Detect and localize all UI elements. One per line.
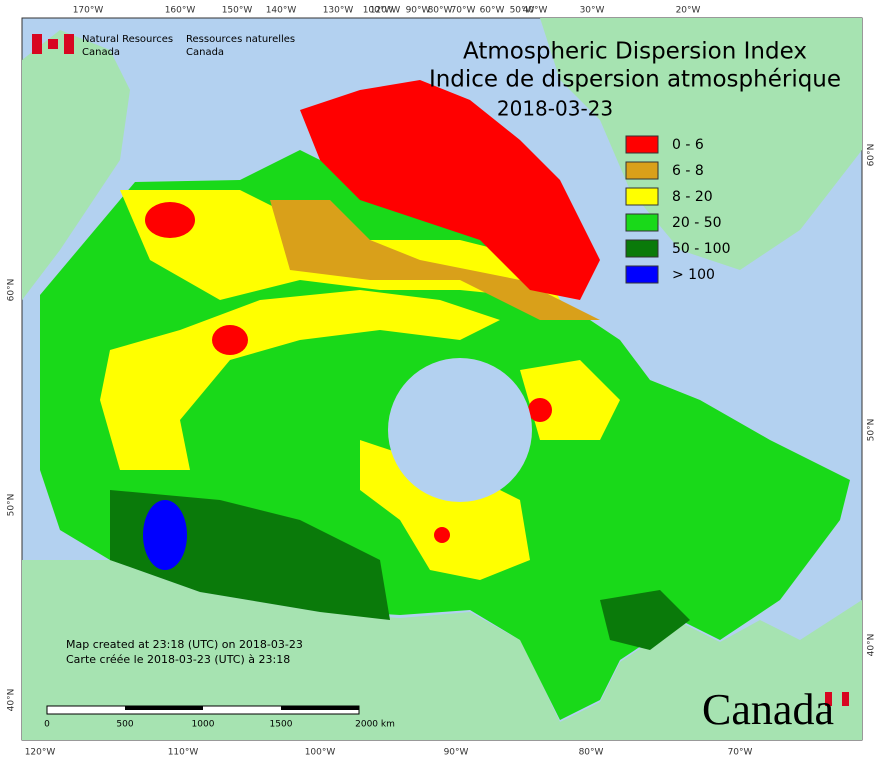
flag-bar (825, 692, 832, 706)
lon-label-bottom: 110°W (168, 748, 199, 758)
map-title: Indice de dispersion atmosphérique (429, 67, 841, 93)
legend-label: 50 - 100 (672, 241, 731, 257)
scale-label: 0 (44, 720, 50, 730)
scale-label: 1000 (192, 720, 215, 730)
org-en: Natural Resources (82, 34, 173, 45)
org-fr: Canada (186, 47, 224, 58)
wordmark: Canada (702, 685, 834, 734)
lat-label-left: 40°N (7, 689, 17, 712)
lon-label-top: 20°W (676, 6, 701, 16)
legend-label: 6 - 8 (672, 163, 704, 179)
legend-swatch (625, 187, 659, 206)
lon-label-top: 160°W (165, 6, 196, 16)
lon-label-bottom: 90°W (444, 748, 469, 758)
legend-swatch (625, 265, 659, 284)
legend-swatch (625, 135, 659, 154)
map-note: Map created at 23:18 (UTC) on 2018-03-23 (66, 638, 303, 651)
lon-label-top: 30°W (580, 6, 605, 16)
lon-label-top: 60°W (480, 6, 505, 16)
flag-bar (842, 692, 849, 706)
legend-label: 8 - 20 (672, 189, 713, 205)
legend-swatch (625, 239, 659, 258)
lon-label-top: 70°W (451, 6, 476, 16)
legend-swatch (625, 213, 659, 232)
legend-label: 0 - 6 (672, 137, 704, 153)
lon-label-bottom: 100°W (305, 748, 336, 758)
other-land (22, 18, 862, 740)
lon-label-top: 50°W (510, 6, 535, 16)
lat-label-right: 60°N (867, 144, 877, 167)
lon-label-top: 100°W (363, 6, 394, 16)
lon-label-top: 170°W (73, 6, 104, 16)
legend-swatch (625, 161, 659, 180)
org-fr: Ressources naturelles (186, 34, 295, 45)
flag-bar (64, 34, 74, 54)
lon-label-bottom: 70°W (728, 748, 753, 758)
map-date: 2018-03-23 (497, 97, 613, 121)
lon-label-top: 150°W (222, 6, 253, 16)
lat-label-right: 40°N (867, 634, 877, 657)
lon-label-top: 140°W (266, 6, 297, 16)
lon-label-bottom: 80°W (579, 748, 604, 758)
scale-label: 1500 (270, 720, 293, 730)
flag-leaf (48, 39, 58, 49)
lon-label-top: 130°W (323, 6, 354, 16)
scale-label: 500 (116, 720, 133, 730)
lon-label-bottom: 120°W (25, 748, 56, 758)
org-en: Canada (82, 47, 120, 58)
canada-index (40, 80, 850, 720)
lon-label-top: 90°W (406, 6, 431, 16)
flag-bar (32, 34, 42, 54)
legend-label: > 100 (672, 267, 715, 283)
lon-label-top: 80°W (428, 6, 453, 16)
scale-bar (46, 705, 360, 715)
scale-label: 2000 km (355, 720, 395, 730)
lat-label-left: 60°N (7, 279, 17, 302)
map-title: Atmospheric Dispersion Index (463, 39, 807, 65)
legend-label: 20 - 50 (672, 215, 722, 231)
lat-label-right: 50°N (867, 419, 877, 442)
lat-label-left: 50°N (7, 494, 17, 517)
lon-label-top: 40°W (523, 6, 548, 16)
map-note: Carte créée le 2018-03-23 (UTC) à 23:18 (66, 653, 290, 666)
lon-label-top: 120°W (370, 6, 401, 16)
